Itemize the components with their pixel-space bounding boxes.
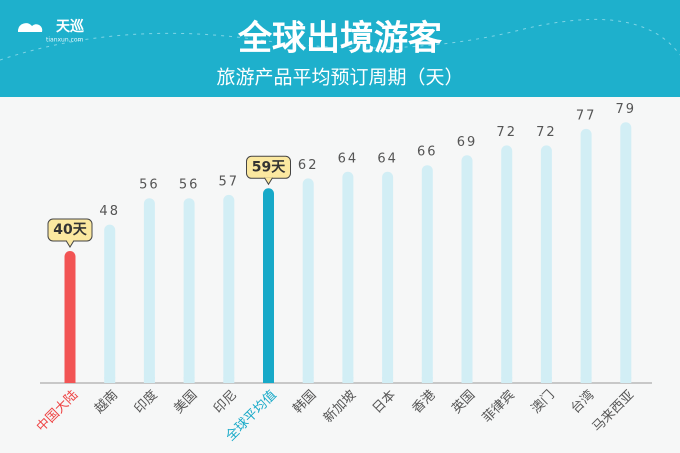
value-label: 77 [576, 108, 597, 123]
bar [263, 188, 274, 383]
value-label: 59天 [252, 159, 286, 175]
bar-foot [263, 377, 274, 383]
chart-title: 全球出境游客 [237, 19, 442, 59]
bar [64, 251, 76, 383]
value-label: 40天 [53, 222, 87, 238]
value-label: 72 [536, 125, 557, 140]
value-label: 56 [139, 178, 160, 193]
value-label: 72 [496, 125, 517, 140]
bar [580, 128, 592, 383]
logo-icon [18, 23, 43, 32]
value-label: 69 [457, 135, 478, 150]
value-label: 57 [219, 174, 240, 189]
bar-foot [421, 377, 433, 383]
bar-foot [580, 377, 592, 383]
bar-foot [501, 377, 513, 383]
value-label: 62 [298, 158, 319, 173]
bar [382, 171, 394, 383]
logo-site: tianxun.com [46, 37, 84, 44]
bar [620, 122, 632, 384]
value-label: 56 [179, 178, 200, 193]
bar [421, 165, 433, 383]
value-label: 64 [338, 151, 359, 166]
value-label: 64 [377, 151, 398, 166]
bar-foot [223, 377, 235, 383]
value-label: 79 [616, 102, 637, 117]
bar [143, 198, 155, 383]
bar-foot [620, 377, 632, 383]
bar-foot [104, 377, 116, 383]
bar-foot [143, 377, 155, 383]
bar [540, 145, 552, 383]
bar-foot [540, 377, 552, 383]
callout-pointer [264, 177, 273, 186]
bar-foot [183, 377, 195, 383]
callout-pointer [65, 240, 75, 248]
bar [342, 171, 354, 383]
bar [104, 224, 116, 383]
chart-subtitle: 旅游产品平均预订周期（天） [216, 67, 463, 89]
bar-foot [342, 377, 354, 383]
flight-path [0, 18, 680, 61]
bar-foot [302, 377, 314, 383]
bar [302, 178, 314, 383]
bar-foot [382, 377, 394, 383]
header-band [0, 0, 680, 97]
bar [461, 155, 473, 383]
bar [223, 194, 235, 383]
bar [501, 145, 513, 383]
value-label: 66 [417, 145, 438, 160]
logo-name: 天巡 [56, 19, 84, 35]
bar-foot [64, 377, 76, 383]
bar [183, 198, 195, 383]
bar-foot [461, 377, 473, 383]
value-label: 48 [99, 204, 120, 219]
